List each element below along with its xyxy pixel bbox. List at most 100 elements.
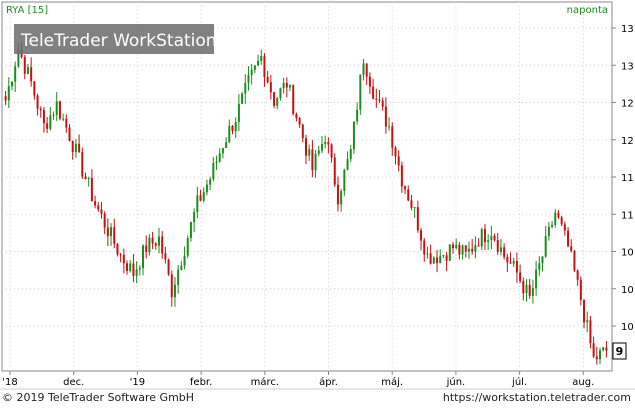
candle-body [49,115,52,129]
candle-body [442,255,445,257]
x-tick-label: '19 [130,377,145,388]
candle-body [273,92,276,106]
candle-body [253,65,256,70]
candle-body [455,244,458,249]
candle-body [65,118,68,128]
candle-body [432,257,435,264]
plot-area [1,1,613,372]
candle-body [554,212,557,225]
candle-body [68,127,71,142]
candle-body [129,263,132,271]
candle-body [410,200,413,208]
x-tick-label: máj. [381,376,403,388]
candle-body [356,109,359,122]
candle-body [570,246,573,251]
candle-body [567,230,570,247]
candle-body [420,230,423,241]
last-price-tag-box [612,342,627,360]
candle-body [202,192,205,201]
candle-body [362,63,365,75]
y-axis-ticks: 13 13 12 12 11 11 10 10 10 [612,24,634,333]
candle-body [289,85,292,88]
candle-body [170,274,173,298]
candle-body [336,184,339,205]
candle-body [126,263,129,271]
candle-body [343,169,346,192]
candle-body [71,141,74,153]
source-url: https://workstation.teletrader.com [442,391,631,404]
candle-body [496,240,499,252]
candle-body [46,123,49,129]
candle-body [346,159,349,170]
candle-body [221,147,224,154]
candle-body [352,121,355,150]
candle-body [94,201,97,206]
candle-body [4,96,7,101]
candle-body [464,245,467,252]
candle-body [84,176,87,180]
candle-body [205,184,208,193]
candle-body [199,195,202,201]
candle-body [330,144,333,158]
candle-body [186,237,189,256]
x-tick-label: '18 [2,377,17,388]
candle-body [276,98,279,106]
candle-body [119,254,122,256]
y-tick-label: 10 [621,285,634,296]
x-tick-label: dec. [63,377,84,388]
candle-body [388,126,391,128]
candle-body [467,248,470,252]
x-axis-ticks: '18 dec. '19 febr. márc. ápr. máj. jún. júl. aug. [2,371,594,388]
candle-body [480,229,483,247]
candle-body [538,263,541,270]
last-price-tag: 9 [616,345,624,358]
candle-body [436,257,439,264]
candle-body [541,256,544,264]
candle-body [58,101,61,119]
y-tick-label: 13 [621,24,634,35]
candle-body [154,243,157,246]
candle-body [583,300,586,323]
candle-body [55,101,58,116]
candle-body [244,82,247,94]
candle-body [452,244,455,249]
candle-body [196,195,199,212]
candle-body [97,205,100,210]
y-tick-label: 12 [621,99,634,110]
candle-body [180,265,183,270]
candle-body [279,88,282,99]
candle-body [378,99,381,101]
candle-body [589,320,592,344]
candle-body [285,82,288,88]
candle-body [263,56,266,78]
candle-body [161,236,164,254]
candle-body [151,237,154,244]
candle-body [397,156,400,166]
candle-body [74,143,77,153]
candle-body [87,178,90,180]
candle-body [544,236,547,257]
candle-body [295,114,298,119]
candle-body [135,269,138,276]
candle-body [231,125,234,132]
candle-body [142,245,145,269]
candle-body [394,147,397,157]
candle-body [308,149,311,156]
candle-body [429,253,432,264]
candle-body [503,247,506,257]
candle-body [519,272,522,281]
candle-body [30,67,33,82]
candle-body [298,118,301,125]
candle-body [340,191,343,205]
candle-body [535,269,538,289]
candle-body [522,280,525,294]
candle-body [426,253,429,255]
candle-body [474,245,477,252]
candle-body [113,227,116,244]
candle-body [439,256,442,264]
candle-body [512,260,515,264]
candle-body [423,240,426,255]
candle-body [499,247,502,252]
candle-body [23,57,26,74]
